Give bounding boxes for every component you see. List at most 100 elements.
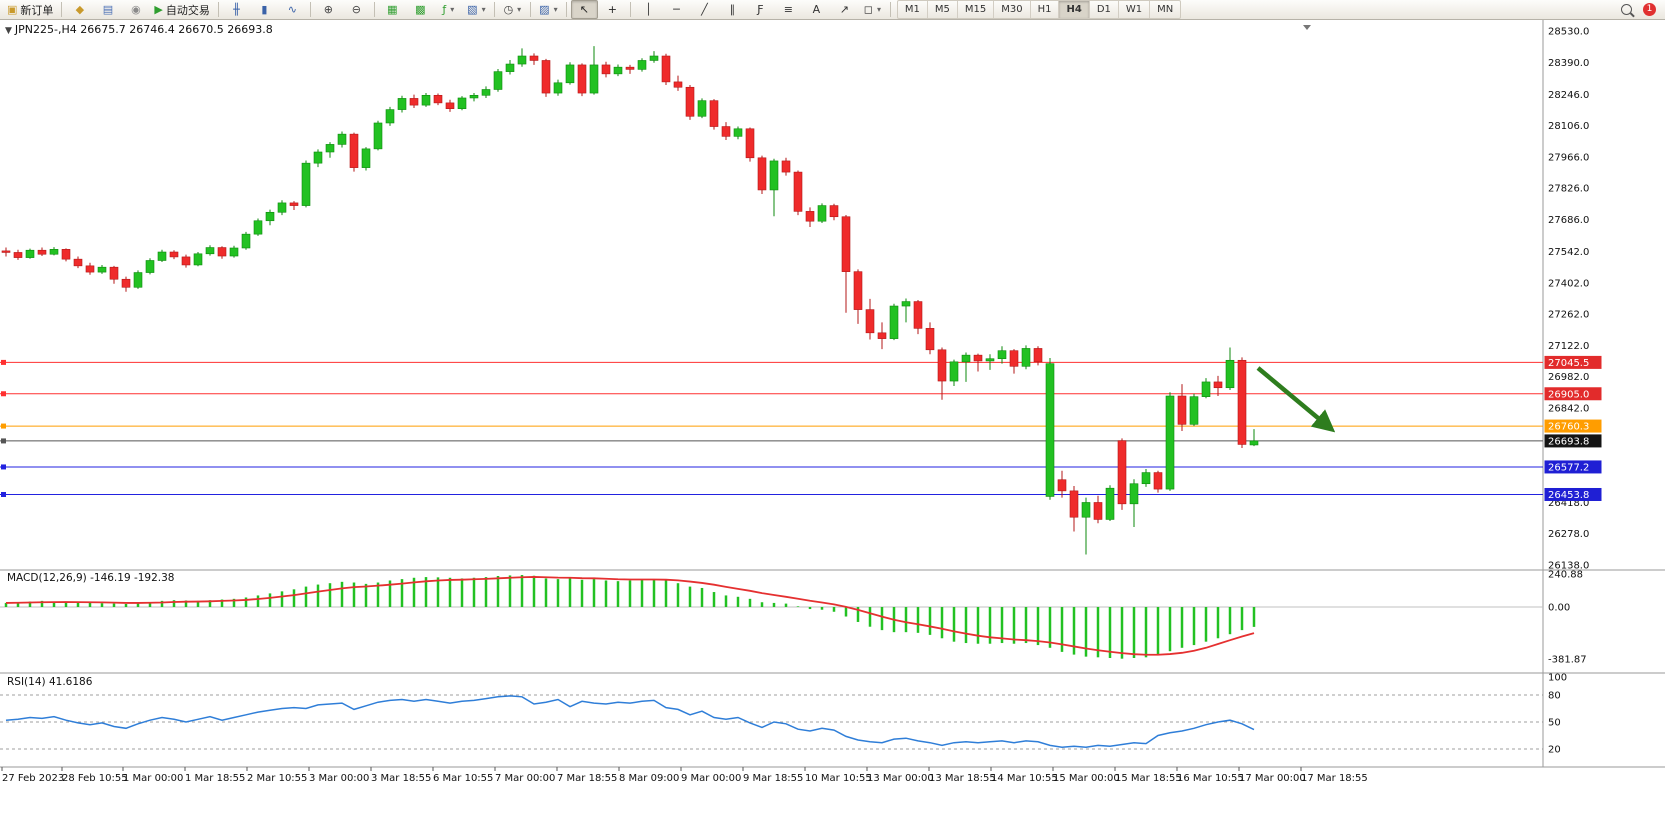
candle-body <box>721 126 731 137</box>
ohlc-bars-icon[interactable]: ╫ <box>223 0 250 19</box>
price-line-label-box <box>1544 387 1602 401</box>
candle-body <box>133 272 143 288</box>
candle-body <box>805 211 815 222</box>
arrange-windows-icon[interactable]: ▩ <box>407 0 434 19</box>
candle-body <box>1 250 11 253</box>
collapse-chart-icon[interactable]: ▼ <box>5 26 12 36</box>
price-axis[interactable]: 28530.0 28390.0 28246.0 28106.0 27966.0 27826… <box>1544 27 1602 572</box>
notification-badge[interactable]: 1 <box>1643 3 1656 16</box>
candlestick-chart-icon[interactable]: ▮ <box>251 0 278 19</box>
cycle-lines-tool-icon[interactable]: ≡ <box>775 0 802 19</box>
chart-canvas[interactable]: 28530.0 28390.0 28246.0 28106.0 27966.0 27826… <box>0 20 1665 790</box>
price-line-label: 26760.3 <box>1548 422 1589 433</box>
new-order-button[interactable]: ▣ 新订单 <box>3 0 57 19</box>
zoom-in-icon-glyph: ⊕ <box>323 3 333 16</box>
candle-body <box>997 350 1007 360</box>
timeframe-m30-button[interactable]: M30 <box>994 1 1031 18</box>
vertical-line-tool-icon[interactable]: │ <box>635 0 662 19</box>
zoom-out-icon[interactable]: ⊖ <box>343 0 370 19</box>
chevron-down-icon[interactable]: ▾ <box>517 5 522 14</box>
crosshair-tool-icon[interactable]: + <box>599 0 626 19</box>
candle-body <box>217 247 227 257</box>
timeframe-mn-button[interactable]: MN <box>1157 4 1174 15</box>
line-handle <box>1 491 6 497</box>
shapes-tool-icon[interactable]: ◻ ▾ <box>859 0 886 19</box>
line-chart-icon[interactable]: ∿ <box>279 0 306 19</box>
arrow-tool-icon[interactable]: ↗ <box>831 0 858 19</box>
candle-body <box>157 251 167 261</box>
candle-body <box>613 66 623 75</box>
timeframe-h1-button[interactable]: H1 <box>1031 1 1060 18</box>
zoom-in-icon[interactable]: ⊕ <box>315 0 342 19</box>
templates-icon[interactable]: ▧ ▾ <box>463 0 490 19</box>
text-tool-icon-glyph: A <box>812 3 821 16</box>
text-tool-icon[interactable]: A <box>803 0 830 19</box>
candle-body <box>589 64 599 94</box>
candle-body <box>529 55 539 61</box>
timeframe-d1-button[interactable]: D1 <box>1090 1 1119 18</box>
candle-body <box>913 301 923 329</box>
candle-body <box>553 82 563 94</box>
chevron-down-icon[interactable]: ▾ <box>876 5 881 14</box>
timeframe-w1-button[interactable]: W1 <box>1119 1 1151 18</box>
chart-window-icon[interactable]: ◆ <box>66 0 93 19</box>
candle-body <box>1033 348 1043 363</box>
candle-body <box>937 349 947 382</box>
time-axis-label: 14 Mar 10:55 <box>991 773 1058 784</box>
candle-body <box>961 354 971 363</box>
timeframe-m15-button[interactable]: M15 <box>958 1 995 18</box>
tile-windows-icon[interactable]: ▦ <box>379 0 406 19</box>
svg-text:28390.0: 28390.0 <box>1548 58 1589 69</box>
candle-body <box>49 249 59 255</box>
candle-body <box>85 265 95 273</box>
svg-text:28530.0: 28530.0 <box>1548 27 1589 38</box>
candle-body <box>1069 490 1079 518</box>
candle-body <box>925 328 935 351</box>
annotation-arrow[interactable] <box>1256 366 1336 433</box>
macd-name: MACD(12,26,9) <box>7 572 87 584</box>
fibonacci-tool-icon[interactable]: Ƒ <box>747 0 774 19</box>
horizontal-line-tool-icon[interactable]: ─ <box>663 0 690 19</box>
candle-body <box>1249 440 1259 446</box>
candle-body <box>445 102 455 109</box>
timeframe-h4-button[interactable]: H4 <box>1059 1 1090 18</box>
timeframe-clock-icon[interactable]: ◷ ▾ <box>499 0 526 19</box>
chart-window-icon-glyph: ◆ <box>75 3 85 16</box>
indicators-icon[interactable]: ƒ ▾ <box>435 0 462 19</box>
candle-body <box>349 133 359 168</box>
candle-body <box>193 253 203 266</box>
channel-tool-icon[interactable]: ∥ <box>719 0 746 19</box>
candle-body <box>1009 350 1019 367</box>
candle-body <box>109 266 119 280</box>
cursor-tool-icon[interactable]: ↖ <box>570 0 598 19</box>
svg-text:26842.0: 26842.0 <box>1548 403 1589 414</box>
time-axis-label: 13 Mar 18:55 <box>929 773 996 784</box>
candle-body <box>877 332 887 339</box>
main-toolbar: ▣ 新订单 ◆ ▤ ◉ ▶ 自动交易 ╫ ▮ ∿ ⊕ ⊖ ▦ ▩ ƒ ▾ ▧ ▾ ◷ ▾ ▨ ▾ ↖ + │ ─ ╱ ∥ Ƒ ≡ A ↗ ◻ ▾ M… <box>0 0 1665 20</box>
chevron-down-icon[interactable]: ▾ <box>553 5 558 14</box>
sound-icon[interactable]: ◉ <box>122 0 149 19</box>
candle-body <box>625 66 635 70</box>
time-axis-label: 9 Mar 00:00 <box>681 773 741 784</box>
profiles-icon[interactable]: ▤ <box>94 0 121 19</box>
snapshot-icon[interactable]: ▨ ▾ <box>535 0 562 19</box>
chevron-down-icon[interactable]: ▾ <box>481 5 486 14</box>
trendline-tool-icon[interactable]: ╱ <box>691 0 718 19</box>
candle-body <box>673 81 683 88</box>
autotrading-button[interactable]: ▶ 自动交易 <box>150 0 213 19</box>
candle-body <box>1057 479 1067 492</box>
candle-body <box>733 128 743 137</box>
candle-body <box>241 233 251 249</box>
timeframe-m1-button[interactable]: M1 <box>898 1 928 18</box>
search-icon[interactable] <box>1613 0 1640 19</box>
candle-body <box>697 100 707 117</box>
chevron-down-icon[interactable]: ▾ <box>450 5 455 14</box>
candle-body <box>301 162 311 206</box>
candle-body <box>841 216 851 272</box>
candle-body <box>661 55 671 83</box>
arrange-windows-icon-glyph: ▩ <box>415 3 426 16</box>
candle-body <box>793 171 803 212</box>
timeframe-m5-button[interactable]: M5 <box>928 1 958 18</box>
price-lines[interactable] <box>0 359 1543 497</box>
